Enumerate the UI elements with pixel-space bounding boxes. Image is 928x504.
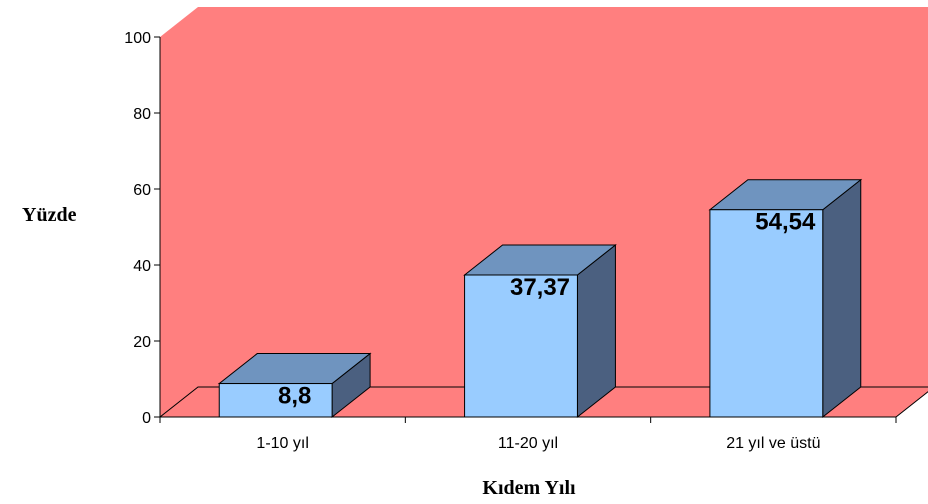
x-tick-label: 1-10 yıl — [256, 435, 308, 452]
y-axis-title: Yüzde — [22, 204, 77, 226]
plot-area: 0 20 40 60 80 100 1-10 yıl 8,8 11-20 yıl 37,37 21 … — [124, 7, 928, 452]
bar-front — [709, 209, 824, 418]
x-axis-title: Kıdem Yılı — [482, 477, 576, 499]
data-label: 8,8 — [278, 383, 311, 410]
y-tick-label: 0 — [142, 410, 151, 427]
data-label: 37,37 — [510, 274, 570, 301]
bar — [463, 243, 617, 419]
x-tick-label: 11-20 yıl — [498, 435, 558, 452]
y-tick-label: 100 — [124, 30, 151, 47]
bar — [217, 352, 372, 419]
bar-front — [464, 274, 578, 418]
bar — [708, 178, 863, 419]
x-tick-label: 21 yıl ve üstü — [726, 435, 820, 452]
bar-side — [822, 178, 862, 419]
bar-front — [218, 383, 333, 418]
side-wall — [160, 7, 198, 417]
y-tick-label: 20 — [133, 334, 151, 351]
y-tick-label: 80 — [133, 106, 151, 123]
y-tick-label: 40 — [133, 258, 151, 275]
data-label: 54,54 — [755, 209, 816, 236]
y-tick-label: 60 — [133, 182, 151, 199]
